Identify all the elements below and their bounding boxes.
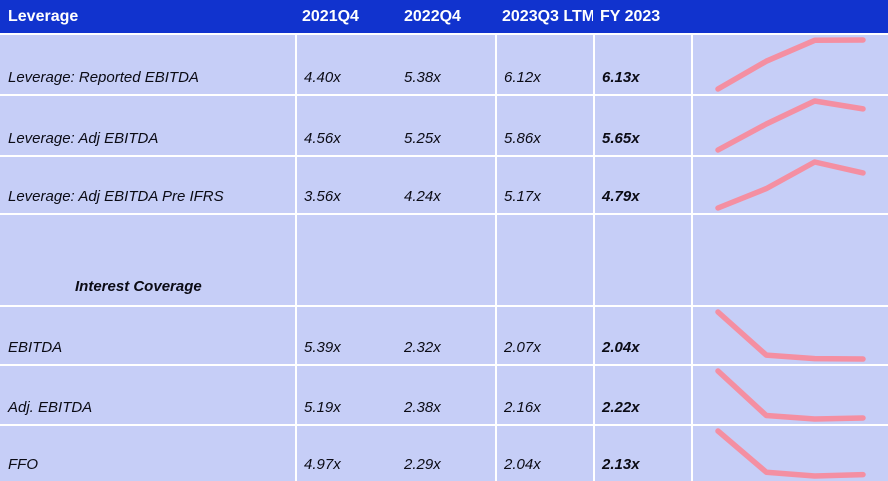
value-cell[interactable]: 4.79x [593, 157, 691, 213]
header-cell-2021q4[interactable]: 2021Q4 [302, 7, 359, 25]
header-cell-fy2023[interactable]: FY 2023 [600, 7, 661, 25]
value-cell[interactable]: 4.40x [295, 35, 397, 94]
value-cell[interactable]: 2.13x [593, 426, 691, 481]
sparkline-cell[interactable] [691, 307, 888, 364]
row-label-cell[interactable]: Leverage: Adj EBITDA Pre IFRS [8, 188, 224, 205]
value-cell[interactable]: 4.56x [295, 96, 397, 155]
trend-sparkline [715, 428, 866, 479]
sparkline-cell[interactable] [691, 366, 888, 424]
value-cell[interactable]: 6.13x [593, 35, 691, 94]
value-cell[interactable]: 2.04x [495, 426, 593, 481]
row-label-cell[interactable]: Leverage: Adj EBITDA [8, 130, 159, 147]
value-cell[interactable]: 2.22x [593, 366, 691, 424]
value-cell[interactable]: 2.07x [495, 307, 593, 364]
value-cell[interactable]: 5.86x [495, 96, 593, 155]
value-cell[interactable]: 4.97x [295, 426, 397, 481]
table-row: FFO 4.97x 2.29x 2.04x 2.13x [0, 424, 888, 481]
value-cell[interactable]: 2.16x [495, 366, 593, 424]
table-row: Leverage: Reported EBITDA 4.40x 5.38x 6.… [0, 33, 888, 94]
section-row: Interest Coverage [0, 213, 888, 305]
header-cell-2022q4[interactable]: 2022Q4 [404, 7, 461, 25]
trend-sparkline [715, 159, 866, 211]
value-cell[interactable]: 2.32x [404, 339, 441, 356]
row-label-cell[interactable]: Adj. EBITDA [8, 399, 93, 416]
table-row: Leverage: Adj EBITDA 4.56x 5.25x 5.86x 5… [0, 94, 888, 155]
sparkline-cell[interactable] [691, 157, 888, 213]
value-cell[interactable]: 6.12x [495, 35, 593, 94]
sparkline-cell[interactable] [691, 426, 888, 481]
sparkline-cell[interactable] [691, 96, 888, 155]
header-cell-leverage[interactable]: Leverage [8, 7, 79, 25]
empty-cell[interactable] [397, 215, 495, 305]
value-cell[interactable]: 4.24x [404, 188, 441, 205]
header-cell-2023q3-ltm[interactable]: 2023Q3 LTM [502, 7, 593, 25]
trend-sparkline [715, 98, 866, 153]
section-label-cell[interactable]: Interest Coverage [75, 278, 202, 295]
value-cell[interactable]: 3.56x [295, 157, 397, 213]
trend-sparkline [715, 368, 866, 422]
value-cell[interactable]: 5.25x [404, 130, 441, 147]
sparkline-cell[interactable] [691, 35, 888, 94]
empty-cell[interactable] [495, 215, 593, 305]
value-cell[interactable]: 5.39x [295, 307, 397, 364]
table-row: EBITDA 5.39x 2.32x 2.07x 2.04x [0, 305, 888, 364]
row-label-cell[interactable]: FFO [8, 456, 38, 473]
value-cell[interactable]: 5.38x [404, 69, 441, 86]
table-row: Adj. EBITDA 5.19x 2.38x 2.16x 2.22x [0, 364, 888, 424]
value-cell[interactable]: 2.38x [404, 399, 441, 416]
row-label-cell[interactable]: EBITDA [8, 339, 63, 356]
value-cell[interactable]: 5.65x [593, 96, 691, 155]
trend-sparkline [715, 309, 866, 362]
row-label-cell[interactable]: Leverage: Reported EBITDA [8, 69, 199, 86]
value-cell[interactable]: 2.04x [593, 307, 691, 364]
empty-cell[interactable] [593, 215, 691, 305]
table-header-row: Leverage 2021Q4 2022Q4 2023Q3 LTM FY 202… [0, 0, 888, 33]
table-row: Leverage: Adj EBITDA Pre IFRS 3.56x 4.24… [0, 155, 888, 213]
value-cell[interactable]: 2.29x [404, 456, 441, 473]
trend-sparkline [715, 37, 866, 92]
value-cell[interactable]: 5.17x [495, 157, 593, 213]
empty-sparkline-cell[interactable] [691, 215, 888, 305]
empty-cell[interactable] [295, 215, 397, 305]
value-cell[interactable]: 5.19x [295, 366, 397, 424]
